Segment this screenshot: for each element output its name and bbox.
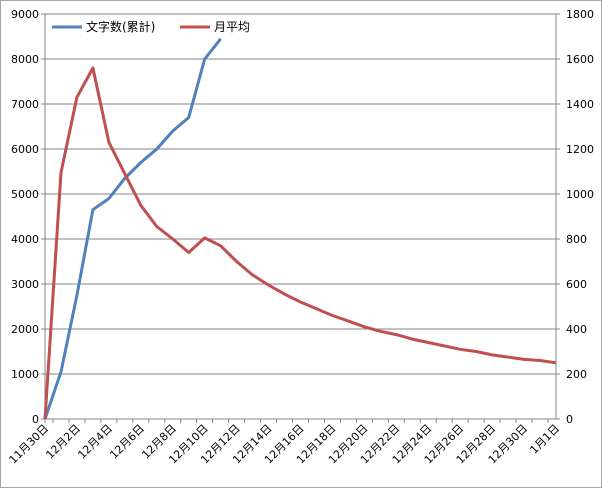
x-tick-label: 1月1日 bbox=[527, 422, 562, 457]
y-left-tick-label: 7000 bbox=[11, 98, 39, 111]
gridlines bbox=[45, 13, 556, 375]
y-right-tick-label: 0 bbox=[566, 413, 573, 426]
x-tick-label: 12月2日 bbox=[43, 422, 83, 462]
y-right-tick-label: 1000 bbox=[566, 188, 594, 201]
y-right-tick-label: 1400 bbox=[566, 98, 594, 111]
series-line-2 bbox=[43, 66, 557, 420]
y-right-tick-label: 400 bbox=[566, 323, 587, 336]
y-left-tick-label: 8000 bbox=[11, 53, 39, 66]
y-left-tick-label: 4000 bbox=[11, 233, 39, 246]
x-tick-label: 12月6日 bbox=[107, 422, 147, 462]
x-tick-label: 12月4日 bbox=[75, 422, 115, 462]
y-right-tick-label: 1800 bbox=[566, 8, 594, 21]
y-right-tick-label: 1200 bbox=[566, 143, 594, 156]
y-left-tick-label: 2000 bbox=[11, 323, 39, 336]
y-left-tick-label: 1000 bbox=[11, 368, 39, 381]
series-lines bbox=[43, 37, 557, 420]
y-right-tick-label: 600 bbox=[566, 278, 587, 291]
y-left-tick-label: 6000 bbox=[11, 143, 39, 156]
y-right-tick-label: 1600 bbox=[566, 53, 594, 66]
x-tick-label: 11月30日 bbox=[7, 422, 52, 467]
y-left-tick-label: 3000 bbox=[11, 278, 39, 291]
legend-label: 月平均 bbox=[214, 20, 250, 34]
y-left-tick-label: 5000 bbox=[11, 188, 39, 201]
legend: 文字数(累計) 月平均 bbox=[52, 19, 250, 34]
y-left-tick-label: 9000 bbox=[11, 8, 39, 21]
series-line-1 bbox=[43, 37, 222, 420]
legend-label: 文字数(累計) bbox=[86, 19, 155, 34]
y-right-tick-label: 800 bbox=[566, 233, 587, 246]
y-right-tick-label: 200 bbox=[566, 368, 587, 381]
y-left-tick-label: 0 bbox=[32, 413, 39, 426]
